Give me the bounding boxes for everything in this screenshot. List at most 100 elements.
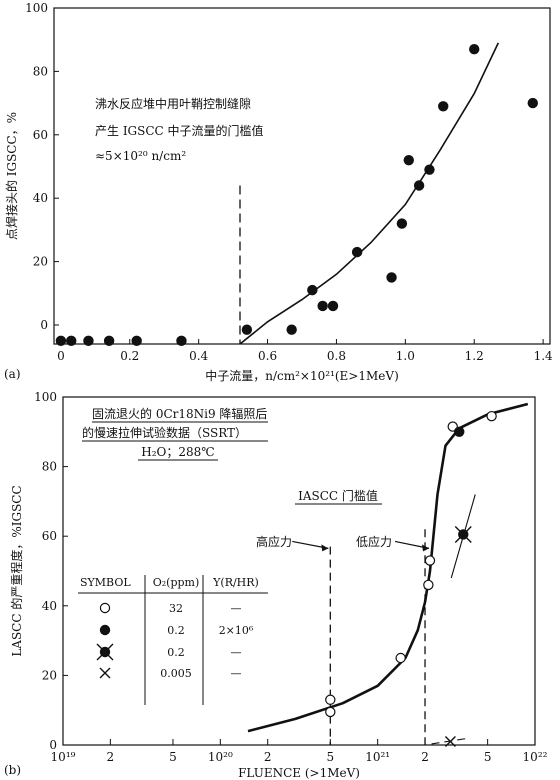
panel-b-high-stress-label: 高应力: [256, 534, 292, 549]
panel-a-data-point: [176, 335, 187, 347]
panel-b-y-tick-label: 0: [49, 738, 57, 752]
panel-b-x-tick-label: 2: [264, 750, 272, 764]
panel-b-x-tick-label: 10¹⁹: [51, 750, 76, 764]
panel-b-point-open-circle: [325, 706, 336, 718]
panel-b-condition: H₂O；288℃: [141, 445, 214, 459]
panel-a-y-tick-label: 100: [25, 1, 48, 15]
panel-a-annotation-line-3: ≈5×10²⁰ n/cm²: [95, 149, 186, 163]
panel-a-data-point: [351, 246, 363, 258]
legend-row-4-o2: 0.005: [160, 667, 192, 680]
panel-a-fit-curve: [239, 42, 500, 345]
panel-b-x-tick-label: 10²²: [523, 750, 548, 764]
legend-symbol-filled-circle: [99, 624, 111, 636]
panel-b-point-open-circle: [424, 555, 436, 566]
panel-b-high-stress-arrowhead: [321, 544, 329, 552]
panel-b-x-tick-label: 5: [169, 750, 177, 764]
panel-b-point-open-circle: [395, 652, 406, 664]
panel-a-data-point: [438, 101, 449, 112]
panel-b-point-filled-circle-x: [454, 525, 472, 543]
panel-a-data-point: [403, 154, 414, 166]
panel-b-point-filled-circle: [454, 426, 465, 437]
panel-a-data-point: [103, 335, 115, 347]
panel-b-threshold-label: IASCC 门槛值: [298, 488, 378, 503]
panel-b-y-tick-label: 40: [42, 599, 57, 613]
panel-a-data: [55, 42, 538, 347]
panel-a-x-tick-label: 0: [57, 349, 65, 363]
panel-a-data-point: [317, 300, 328, 312]
panel-b-x-tick-label: 10²¹: [365, 750, 390, 764]
panel-b-trend-curve: [247, 402, 529, 733]
panel-a-ticks: 0 0.2 0.4 0.6 0.8 1.0 1.2 1.4 0 20 40 60 80 100: [25, 1, 553, 363]
panel-a-data-point: [83, 335, 94, 347]
panel-b-point-open-circle: [423, 579, 434, 591]
panel-b-y-tick-label: 100: [34, 390, 57, 404]
panel-a-y-tick-label: 60: [33, 128, 48, 142]
panel-b-low-o2-line: [431, 738, 466, 745]
panel-a-data-point: [241, 324, 253, 335]
panel-b-x-axis-label: FLUENCE (>1MeV): [238, 766, 360, 780]
panel-b-point-open-circle: [486, 410, 497, 422]
panel-b-x-tick-label: 5: [484, 750, 492, 764]
legend-header-symbol: SYMBOL: [80, 576, 131, 589]
legend-symbol-x: [99, 667, 111, 679]
panel-b-plot-frame: [62, 396, 536, 746]
panel-b-legend-table: SYMBOL O₂(ppm) Y(R/HR) 32 — 0.2 2×10⁶ 0.…: [78, 575, 268, 705]
legend-row-2-o2: 0.2: [167, 624, 185, 637]
legend-row-3-o2: 0.2: [167, 646, 185, 659]
panel-a-data-point: [386, 272, 397, 283]
panel-b-x-tick-label: 2: [107, 750, 115, 764]
panel-b-low-stress-arrowhead: [422, 544, 430, 552]
legend-symbol-filled-circle-x: [96, 643, 114, 661]
panel-a-data-point: [413, 180, 425, 191]
panel-a-y-tick-label: 40: [33, 191, 48, 205]
panel-b-label: (b): [4, 763, 21, 777]
panel-a-data-point: [396, 218, 408, 229]
panel-a-data-point: [424, 164, 435, 175]
legend-header-o2: O₂(ppm): [153, 576, 200, 589]
panel-b-point-filled-circle-x-cross: [454, 525, 472, 543]
panel-a-data-point: [286, 324, 297, 335]
panel-a-y-tick-label: 20: [33, 255, 48, 269]
panel-a-data-point: [327, 300, 339, 312]
panel-a-x-tick-label: 1.4: [534, 349, 553, 363]
panel-a-x-tick-label: 0.8: [327, 349, 346, 363]
legend-row-3-dose: —: [231, 646, 242, 659]
panel-b-x-tick-label: 2: [421, 750, 429, 764]
legend-symbol-open-circle: [99, 602, 111, 614]
panel-b-y-tick-label: 60: [42, 529, 57, 543]
panel-a: 0 0.2 0.4 0.6 0.8 1.0 1.2 1.4 0 20 40 60 80 100 (a) 中…: [4, 1, 553, 383]
legend-row-1-o2: 32: [169, 602, 183, 615]
panel-b-point-open-circle: [325, 694, 336, 705]
panel-a-data-point: [55, 335, 67, 347]
panel-a-x-tick-label: 0.4: [189, 349, 208, 363]
panel-a-annotation-line-2: 产生 IGSCC 中子流量的门槛值: [95, 123, 264, 138]
panel-b-ticks: 10¹⁹ 2 5 10²⁰ 2 5 10²¹ 2 5 10²² 0 20 40 60 80 100: [34, 390, 548, 764]
panel-b-y-tick-label: 80: [42, 460, 57, 474]
panel-b-title-line-2: 的慢速拉伸试验数据（SSRT）: [82, 425, 247, 440]
panel-a-data-point: [469, 44, 480, 55]
legend-symbols: [96, 602, 114, 679]
panel-b: 10¹⁹ 2 5 10²⁰ 2 5 10²¹ 2 5 10²² 0 20 40 60 80 100 (b) F…: [4, 390, 548, 780]
panel-a-x-tick-label: 0.2: [120, 349, 139, 363]
panel-a-label: (a): [4, 367, 21, 381]
panel-b-low-stress-label: 低应力: [356, 534, 392, 549]
panel-a-x-tick-label: 0.6: [258, 349, 277, 363]
panel-a-data-point: [131, 335, 142, 347]
panel-a-data-point: [307, 284, 318, 296]
panel-a-annotation-line-1: 沸水反应堆中用叶鞘控制缝隙: [95, 96, 251, 111]
panel-b-x-tick-label: 10²⁰: [208, 750, 233, 764]
panel-b-point-x: [444, 736, 456, 748]
legend-header-dose-rate: Y(R/HR): [212, 576, 259, 589]
legend-symbol-filled-circle-x-cross: [96, 643, 114, 661]
panel-a-y-axis-label: 点焊接头的 IGSCC，%: [4, 112, 19, 240]
panel-a-y-tick-label: 80: [33, 64, 48, 78]
panel-b-x-tick-label: 5: [326, 750, 334, 764]
panel-b-data: [247, 402, 529, 748]
panel-a-plot-frame: [53, 7, 551, 345]
panel-b-title-line-1: 固流退火的 0Cr18Ni9 降辐照后: [92, 406, 267, 421]
panel-b-y-tick-label: 20: [42, 668, 57, 682]
panel-a-x-axis-label: 中子流量，n/cm²×10²¹(E>1MeV): [205, 368, 399, 383]
legend-row-1-dose: —: [231, 602, 242, 615]
panel-a-x-tick-label: 1.2: [465, 349, 484, 363]
